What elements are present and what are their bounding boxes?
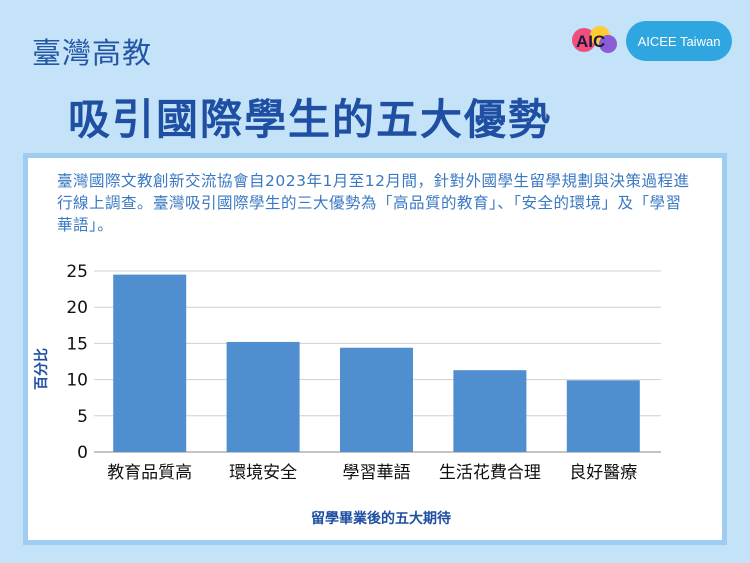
bar [453, 370, 527, 452]
bar [226, 341, 300, 452]
x-category-label: 生活花費合理 [439, 463, 541, 483]
logo-text: AIC [576, 32, 605, 51]
y-tick-label: 10 [66, 371, 88, 391]
x-axis-label: 留學畢業後的五大期待 [311, 510, 451, 527]
y-tick-label: 20 [66, 298, 88, 318]
aic-logo: AIC [572, 26, 617, 53]
badge-label: AICEE Taiwan [637, 33, 721, 49]
page-title: 吸引國際學生的五大優勢 [68, 95, 553, 144]
bar [566, 380, 640, 452]
x-category-labels: 教育品質高 環境安全 學習華語 生活花費合理 良好醫療 [107, 463, 637, 483]
y-axis-label: 百分比 [33, 348, 50, 390]
y-tick-label: 0 [77, 443, 88, 463]
x-category-label: 環境安全 [229, 463, 297, 483]
x-category-label: 良好醫療 [569, 463, 637, 483]
y-tick-label: 25 [66, 262, 88, 282]
x-category-label: 教育品質高 [107, 463, 192, 483]
bars [113, 274, 640, 452]
y-tick-label: 15 [66, 334, 88, 354]
aicee-taiwan-badge[interactable]: AICEE Taiwan [626, 21, 732, 61]
x-category-label: 學習華語 [343, 463, 411, 483]
bar [113, 274, 187, 452]
survey-description: 臺灣國際文教創新交流協會自2023年1月至12月間，針對外國學生留學規劃與決策過… [57, 172, 690, 234]
y-tick-labels: 0 5 10 15 20 25 [66, 262, 88, 463]
y-tick-label: 5 [77, 407, 88, 427]
page-subtitle: 臺灣高教 [32, 36, 153, 70]
bar [340, 347, 413, 452]
